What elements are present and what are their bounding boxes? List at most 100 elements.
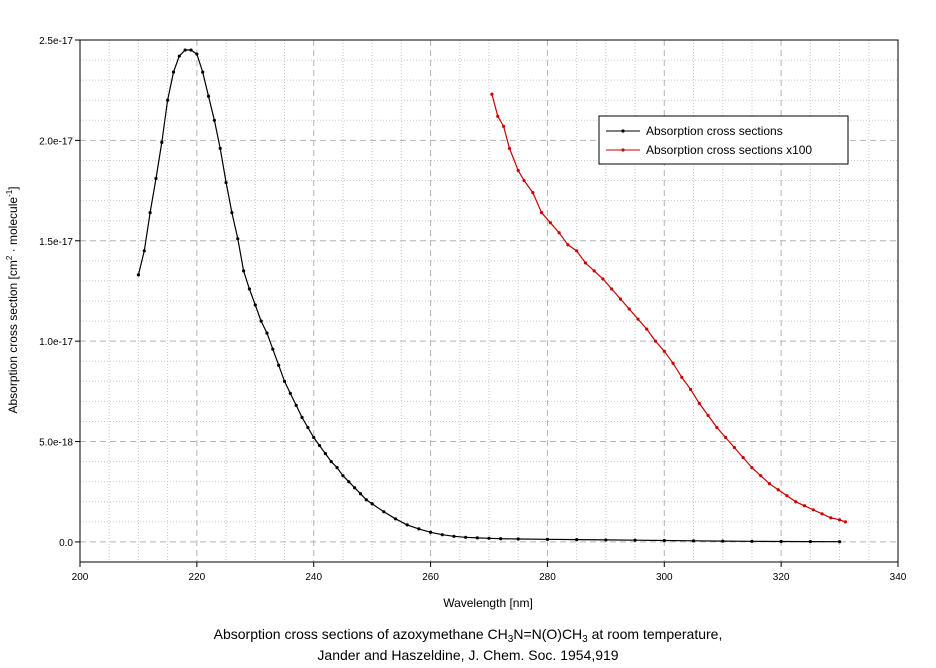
data-point-series-1 (464, 535, 468, 539)
y-axis-ticks: 0.0 5.0e-18 1.0e-17 1.5e-17 2.0e-17 2.5e-17 (39, 36, 80, 549)
data-point-series-2 (496, 114, 500, 118)
data-point-series-1 (271, 347, 275, 351)
data-point-series-1 (282, 379, 287, 383)
data-point-series-2 (688, 387, 693, 391)
data-point-series-2 (507, 146, 512, 151)
data-point-series-1 (837, 540, 842, 544)
data-point-series-2 (601, 277, 605, 281)
data-point-series-2 (802, 504, 807, 508)
data-point-series-2 (548, 221, 552, 225)
data-point-series-1 (358, 492, 363, 496)
data-point-series-1 (160, 140, 164, 144)
legend-box (598, 115, 849, 165)
data-point-series-1 (189, 48, 193, 52)
x-tick-label: 280 (539, 572, 556, 583)
data-point-series-2 (820, 512, 824, 516)
data-point-series-2 (829, 516, 833, 520)
data-point-series-2 (618, 297, 623, 301)
x-axis-label: Wavelength [nm] (443, 596, 533, 610)
data-point-series-2 (671, 361, 675, 365)
data-point-series-2 (843, 520, 848, 524)
data-point-series-1 (475, 536, 479, 540)
data-point-series-2 (575, 249, 579, 253)
data-point-series-2 (741, 456, 745, 460)
data-point-series-1 (201, 70, 205, 74)
data-point-series-1 (288, 391, 292, 395)
data-point-series-1 (206, 94, 211, 98)
data-point-series-2 (785, 494, 789, 498)
data-point-series-1 (405, 523, 409, 527)
figure-caption-line-2: Jander and Haszeldine, J. Chem. Soc. 195… (317, 647, 619, 663)
data-point-series-1 (329, 460, 333, 464)
data-point-series-2 (516, 168, 520, 173)
data-point-series-1 (323, 451, 327, 456)
x-tick-label: 300 (656, 572, 673, 583)
data-point-series-2 (490, 92, 494, 96)
data-point-series-2 (697, 401, 701, 405)
data-point-series-1 (259, 319, 263, 323)
data-point-series-1 (136, 273, 141, 277)
data-point-series-1 (236, 237, 240, 241)
series-line-1 (137, 49, 840, 543)
data-point-series-1 (166, 98, 170, 102)
legend-marker-series-1 (621, 129, 625, 133)
data-point-series-1 (312, 435, 316, 440)
data-point-series-1 (691, 539, 696, 543)
data-point-series-1 (218, 146, 222, 151)
data-point-series-1 (148, 211, 152, 215)
data-point-series-1 (183, 48, 187, 52)
legend: Absorption cross sections Absorption cro… (598, 115, 849, 165)
y-tick-label: 2.0e-17 (39, 136, 73, 147)
x-tick-label: 240 (305, 572, 322, 583)
data-point-series-1 (662, 538, 666, 543)
data-point-series-1 (382, 510, 386, 514)
data-point-series-1 (393, 517, 398, 521)
data-point-series-1 (440, 533, 444, 537)
data-point-series-1 (242, 269, 246, 273)
data-point-series-1 (317, 443, 322, 448)
data-point-series-2 (645, 327, 649, 331)
caption-text: N=N(O)CH (513, 626, 583, 642)
x-axis-ticks: 200 220 240 260 280 300 320 340 (72, 562, 907, 583)
data-point-series-1 (516, 537, 520, 541)
figure-caption-line-1: Absorption cross sections of azoxymethan… (0, 624, 936, 645)
data-point-series-2 (522, 178, 526, 183)
caption-subscript: 3 (582, 634, 588, 645)
series-layer (136, 48, 848, 544)
data-point-series-1 (230, 211, 234, 215)
x-tick-label: 340 (890, 572, 907, 583)
caption-text: at room temperature, (587, 626, 723, 642)
data-point-series-1 (633, 538, 637, 542)
data-point-series-2 (837, 518, 842, 522)
data-point-series-2 (566, 243, 570, 247)
data-point-series-1 (750, 539, 754, 543)
data-point-series-1 (224, 180, 228, 185)
y-tick-label: 1.0e-17 (39, 337, 73, 348)
data-point-series-2 (750, 466, 754, 470)
y-axis-label-part: ] (6, 186, 20, 189)
data-point-series-2 (732, 445, 737, 450)
data-point-series-2 (539, 211, 544, 215)
y-axis-label-sup: 2 (5, 255, 14, 260)
data-point-series-1 (499, 537, 503, 541)
data-point-series-1 (306, 425, 310, 430)
data-point-series-2 (557, 231, 561, 235)
data-point-series-1 (277, 363, 281, 367)
data-point-series-1 (721, 539, 725, 543)
y-tick-label: 1.5e-17 (39, 237, 73, 248)
data-point-series-2 (767, 482, 772, 486)
data-point-series-1 (353, 486, 357, 490)
data-point-series-2 (627, 307, 631, 311)
y-tick-label: 0.0 (59, 538, 73, 549)
data-point-series-1 (247, 287, 252, 291)
data-point-series-2 (662, 349, 666, 353)
legend-marker-series-2 (621, 148, 625, 152)
data-point-series-1 (171, 70, 176, 74)
data-point-series-1 (253, 303, 257, 307)
data-point-series-2 (794, 500, 798, 504)
data-point-series-2 (724, 435, 728, 440)
data-point-series-1 (294, 403, 298, 407)
data-point-series-2 (759, 474, 763, 478)
y-axis-label-part: · molecule (6, 197, 20, 256)
data-point-series-1 (487, 536, 491, 540)
